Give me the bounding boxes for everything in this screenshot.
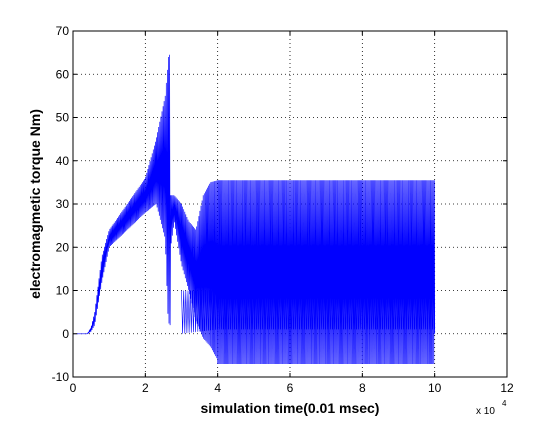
y-tick-label: 0 [62, 327, 69, 341]
x-tick-label: 2 [142, 381, 149, 395]
y-tick-label: -10 [52, 370, 70, 384]
x-axis-multiplier-exponent: 4 [502, 399, 507, 408]
y-tick-label: 40 [56, 154, 70, 168]
x-tick-label: 6 [287, 381, 294, 395]
y-tick-label: 20 [56, 240, 70, 254]
x-tick-label: 4 [214, 381, 221, 395]
y-tick-label: 60 [56, 67, 70, 81]
plot-area [73, 54, 436, 365]
torque-series-band [181, 290, 435, 334]
x-tick-label: 10 [428, 381, 442, 395]
y-tick-label: 10 [56, 284, 70, 298]
y-axis-label: electromagmetic torque Nm) [27, 109, 43, 299]
x-axis-multiplier: x 10 [476, 406, 495, 417]
x-tick-label: 8 [359, 381, 366, 395]
y-tick-label: 70 [56, 24, 70, 38]
y-tick-label: 50 [56, 111, 70, 125]
x-tick-label: 0 [70, 381, 77, 395]
torque-series-line [73, 54, 436, 365]
x-tick-label: 12 [500, 381, 514, 395]
x-axis-label: simulation time(0.01 msec) [201, 400, 380, 416]
y-tick-label: 30 [56, 197, 70, 211]
